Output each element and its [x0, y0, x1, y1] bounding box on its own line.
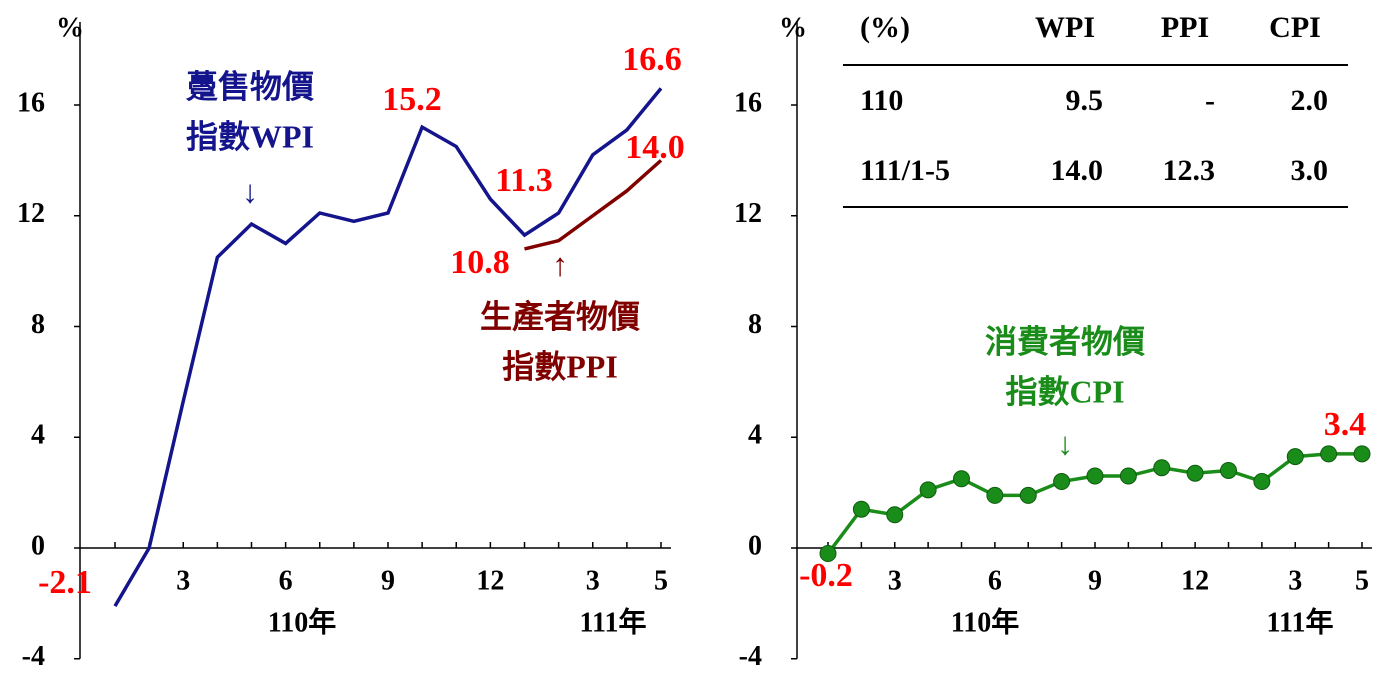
marker: [1186, 464, 1204, 482]
x-tick-label: 9: [381, 565, 395, 596]
y-axis-label: %: [779, 12, 807, 43]
marker: [1253, 473, 1271, 491]
series-line: [524, 159, 663, 251]
table-cell: 9.5: [1066, 84, 1104, 117]
value-label: 3.4: [1324, 406, 1367, 443]
x-tick-label: 3: [586, 565, 600, 596]
y-tick-label: 0: [748, 530, 762, 561]
annotation: 指數CPI: [1005, 373, 1124, 409]
y-tick-label: 8: [31, 309, 45, 340]
value-label: -2.1: [38, 564, 92, 601]
x-tick-label: 3: [888, 565, 902, 596]
x-tick-label: 5: [1355, 565, 1369, 596]
y-tick-label: -4: [22, 641, 45, 672]
x-tick-label: 9: [1088, 565, 1102, 596]
marker: [1119, 467, 1137, 485]
annotation: ↑: [552, 246, 568, 282]
marker: [852, 500, 870, 518]
x-tick-label: 3: [1288, 565, 1302, 596]
year-label: 111年: [580, 605, 647, 638]
year-label: 111年: [1267, 605, 1334, 638]
marker: [1220, 461, 1237, 479]
marker: [1286, 448, 1304, 466]
series-line: [113, 87, 663, 608]
year-label: 110年: [268, 605, 336, 638]
value-label: 10.8: [450, 244, 510, 281]
y-tick-label: 8: [748, 309, 762, 340]
marker: [886, 506, 904, 524]
annotation: ↓: [1057, 425, 1073, 461]
y-tick-label: 4: [748, 420, 762, 451]
y-tick-label: 16: [17, 87, 45, 118]
marker: [819, 545, 837, 563]
x-tick-label: 12: [1181, 565, 1209, 596]
value-label: -0.2: [799, 557, 853, 594]
table-cell: 110: [860, 84, 903, 117]
x-tick-label: 6: [988, 565, 1002, 596]
x-tick-label: 3: [176, 565, 190, 596]
table-header: WPI: [1035, 11, 1095, 44]
marker: [1053, 473, 1071, 491]
marker: [1353, 445, 1371, 463]
value-label: 14.0: [625, 129, 685, 166]
annotation: 指數WPI: [186, 118, 314, 154]
table-header: CPI: [1269, 11, 1321, 44]
value-label: 16.6: [622, 41, 682, 78]
annotation: ↓: [242, 173, 258, 209]
y-tick-label: 12: [17, 198, 45, 229]
year-label: 110年: [951, 605, 1019, 638]
value-label: 15.2: [382, 81, 442, 118]
x-tick-label: 5: [654, 565, 668, 596]
value-label: 11.3: [495, 162, 553, 199]
y-axis-label: %: [56, 12, 84, 43]
marker: [1086, 467, 1104, 485]
x-tick-label: 12: [476, 565, 504, 596]
table-cell: 14.0: [1051, 154, 1104, 187]
x-tick-label: 6: [279, 565, 293, 596]
marker: [1019, 486, 1037, 504]
marker: [919, 481, 937, 499]
table-cell: -: [1205, 84, 1215, 117]
table-header: PPI: [1161, 11, 1209, 44]
y-tick-label: 0: [31, 530, 45, 561]
marker: [1320, 445, 1338, 463]
annotation: 躉售物價: [185, 68, 315, 104]
y-tick-label: -4: [739, 641, 762, 672]
table-cell: 3.0: [1291, 154, 1329, 187]
marker: [953, 470, 970, 488]
y-tick-label: 16: [734, 87, 762, 118]
marker: [986, 486, 1004, 504]
annotation: 生產者物價: [480, 298, 641, 334]
y-tick-label: 4: [31, 420, 45, 451]
table-cell: 12.3: [1163, 154, 1216, 187]
annotation: 指數PPI: [502, 348, 618, 384]
marker: [1153, 459, 1171, 477]
y-tick-label: 12: [734, 198, 762, 229]
table-cell: 111/1-5: [860, 154, 950, 187]
table-header: (%): [860, 11, 910, 44]
annotation: 消費者物價: [985, 323, 1146, 359]
table-cell: 2.0: [1291, 84, 1329, 117]
